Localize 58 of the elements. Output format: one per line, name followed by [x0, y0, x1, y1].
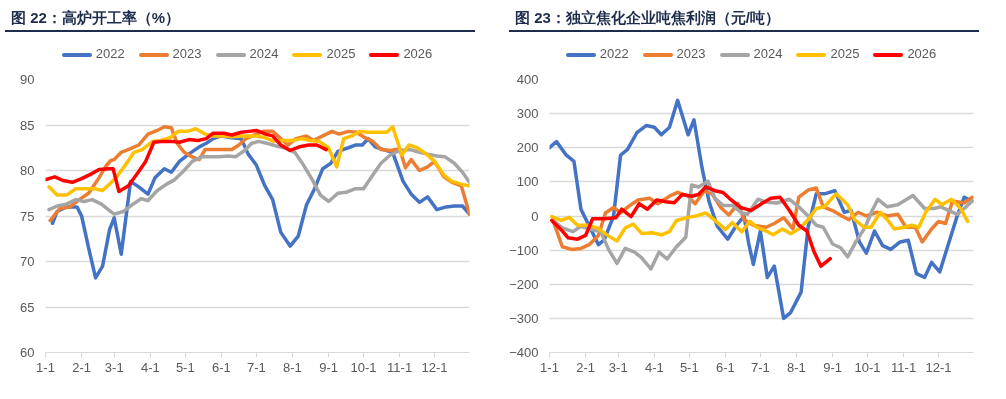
legend-label: 2023: [172, 46, 202, 62]
y-tick-label: 80: [20, 163, 35, 178]
x-tick-label: 2-1: [72, 359, 92, 375]
x-tick-label: 7-1: [750, 359, 770, 375]
x-tick-label: 3-1: [608, 359, 628, 375]
legend-label: 2022: [599, 46, 629, 62]
x-tick-label: 11-1: [387, 359, 413, 375]
y-tick-label: 65: [20, 299, 35, 315]
y-tick-label: −400: [509, 345, 539, 360]
line-series: [47, 139, 470, 216]
y-tick-label: 60: [20, 345, 35, 360]
legend-label: 2025: [326, 46, 356, 62]
x-tick-label: 5-1: [679, 359, 699, 375]
legend-label: 2026: [403, 46, 433, 62]
line-series: [550, 185, 832, 268]
x-tick-label: 7-1: [246, 359, 266, 375]
y-tick-label: 85: [20, 117, 35, 133]
x-tick-label: 5-1: [175, 359, 195, 375]
legend-label: 2025: [830, 46, 860, 62]
x-tick-label: 12-1: [421, 359, 448, 375]
x-tick-label: 6-1: [212, 359, 231, 375]
y-tick-label: 0: [531, 208, 539, 224]
y-tick-label: −100: [509, 242, 539, 258]
x-tick-label: 6-1: [716, 359, 735, 375]
x-tick-label: 1-1: [36, 359, 55, 375]
x-tick-label: 11-1: [891, 359, 917, 375]
line-series: [47, 125, 470, 197]
x-tick-label: 9-1: [319, 359, 338, 375]
x-tick-label: 12-1: [925, 359, 952, 375]
line-series: [551, 179, 974, 271]
x-tick-label: 3-1: [104, 359, 124, 375]
legend-label: 2023: [676, 46, 706, 62]
x-tick-label: 4-1: [644, 359, 664, 375]
line-series: [550, 192, 970, 243]
y-tick-label: −300: [509, 310, 539, 326]
legend-label: 2022: [95, 46, 125, 62]
x-tick-label: 10-1: [350, 359, 377, 375]
y-tick-label: 400: [516, 72, 539, 87]
y-tick-label: 70: [20, 254, 35, 269]
x-tick-label: 8-1: [787, 359, 806, 375]
y-tick-label: 300: [516, 106, 539, 122]
legend-label: 2026: [907, 46, 937, 62]
y-tick-label: 100: [516, 174, 539, 190]
x-tick-label: 10-1: [854, 359, 881, 375]
legend-label: 2024: [753, 46, 783, 62]
chart-title: 图 23：独立焦化企业吨焦利润（元/吨）: [509, 5, 979, 33]
y-tick-label: −200: [509, 276, 539, 292]
legend-label: 2024: [249, 46, 279, 62]
x-tick-label: 9-1: [823, 359, 842, 375]
x-tick-label: 2-1: [576, 359, 596, 375]
x-tick-label: 4-1: [140, 359, 160, 375]
y-tick-label: 90: [20, 72, 35, 87]
y-tick-label: 200: [516, 140, 539, 156]
x-tick-label: 1-1: [540, 359, 559, 375]
chart-title: 图 22：高炉开工率（%）: [5, 5, 475, 33]
line-series: [45, 128, 328, 194]
y-tick-label: 75: [20, 208, 35, 224]
x-tick-label: 8-1: [283, 359, 302, 375]
